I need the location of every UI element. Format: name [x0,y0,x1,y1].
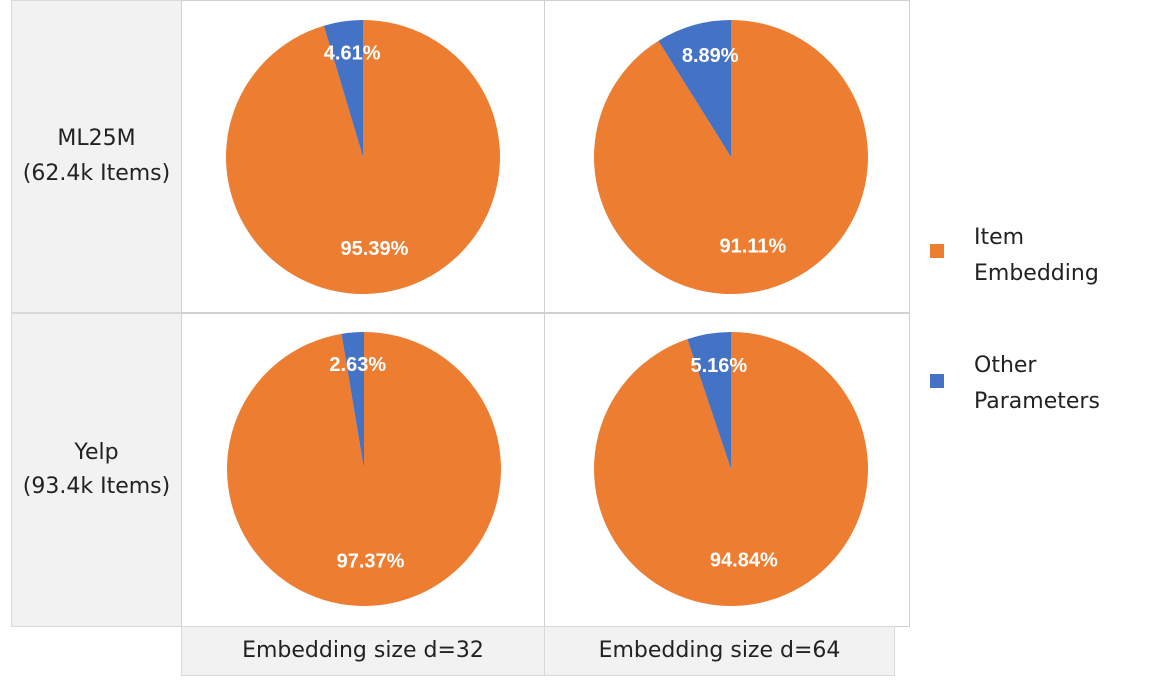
pie-slice-other-parameters [687,332,731,469]
pie-cell-yelp-d64: 94.84% 5.16% [544,313,910,627]
pie-data-label-item-embedding: 97.37% [337,550,405,572]
row-label-ml25m-name: ML25M [57,126,136,152]
pie-slice-item-embedding [226,332,501,606]
row-label-ml25m: ML25M (62.4k Items) [11,0,182,313]
legend-label-item: Item [974,225,1025,250]
pie-yelp-d64: 94.84% 5.16% [594,332,868,606]
pie-data-label-item-embedding: 94.84% [710,550,778,572]
legend-swatch-item-embedding [930,244,944,258]
legend-label-parameters: Parameters [974,389,1100,414]
pie-data-label-other-parameters: 5.16% [690,355,747,377]
row-label-ml25m-items: (62.4k Items) [22,160,171,186]
pie-ml25m-d32: 95.39% 4.61% [225,20,500,294]
legend-label-other: Other [974,353,1037,378]
row-label-yelp: Yelp (93.4k Items) [11,313,182,627]
column-label-d64: Embedding size d=64 [544,626,895,676]
pie-slice-other-parameters [323,20,363,157]
pie-data-label-other-parameters: 2.63% [329,354,386,376]
pie-ml25m-d64: 91.11% 8.89% [594,20,868,294]
legend-label-embedding: Embedding [974,261,1099,286]
column-label-d32-text: Embedding size d=32 [242,637,484,663]
row-label-yelp-name: Yelp [74,439,119,465]
pie-slice-other-parameters [341,332,364,469]
pie-data-label-item-embedding: 91.11% [720,236,787,258]
pie-cell-ml25m-d64: 91.11% 8.89% [544,0,910,313]
pie-data-label-other-parameters: 4.61% [324,43,381,65]
column-label-d32: Embedding size d=32 [181,626,545,676]
legend-swatch-other-parameters [930,374,944,388]
pie-cell-ml25m-d32: 95.39% 4.61% [181,0,545,313]
pie-cell-yelp-d32: 97.37% 2.63% [181,313,545,627]
column-label-d64-text: Embedding size d=64 [598,637,841,663]
pie-data-label-other-parameters: 8.89% [682,45,739,67]
pie-yelp-d32: 97.37% 2.63% [226,332,501,606]
pie-data-label-item-embedding: 95.39% [341,238,409,260]
pie-slice-other-parameters [658,20,731,157]
pie-slice-item-embedding [225,20,500,294]
row-label-yelp-items: (93.4k Items) [22,474,171,499]
